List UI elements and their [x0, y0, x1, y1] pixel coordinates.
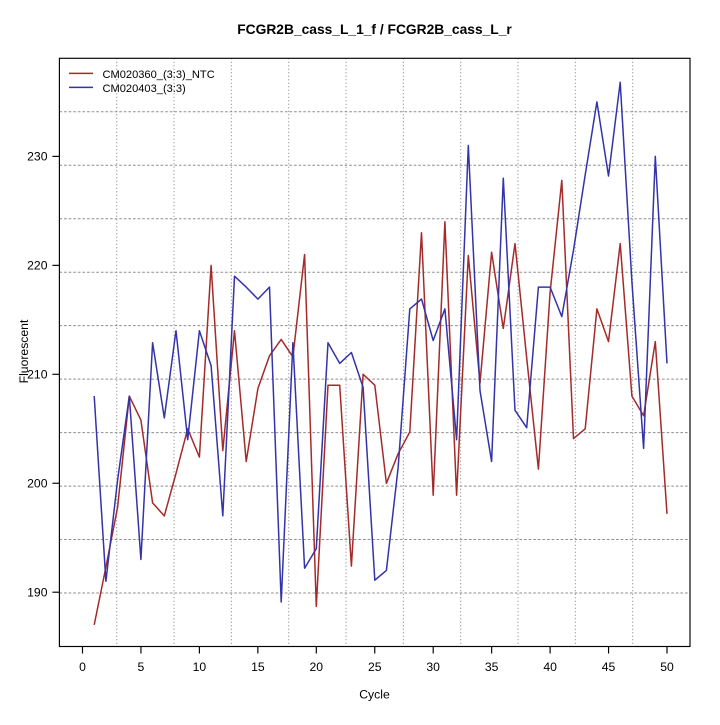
svg-text:10: 10 — [193, 660, 207, 674]
svg-text:15: 15 — [251, 660, 265, 674]
svg-text:20: 20 — [310, 660, 324, 674]
svg-text:0: 0 — [79, 660, 86, 674]
svg-text:200: 200 — [27, 477, 48, 491]
svg-text:40: 40 — [543, 660, 557, 674]
svg-text:25: 25 — [368, 660, 382, 674]
svg-text:210: 210 — [27, 368, 48, 382]
svg-text:230: 230 — [27, 150, 48, 164]
svg-text:CM020403_(3:3): CM020403_(3:3) — [103, 83, 186, 95]
svg-text:Cycle: Cycle — [359, 687, 390, 701]
svg-text:50: 50 — [660, 660, 674, 674]
svg-text:FCGR2B_cass_L_1_f / FCGR2B_cas: FCGR2B_cass_L_1_f / FCGR2B_cass_L_r — [237, 22, 512, 37]
svg-text:Fluorescent: Fluorescent — [17, 319, 31, 383]
svg-text:220: 220 — [27, 259, 48, 273]
svg-text:CM020360_(3:3)_NTC: CM020360_(3:3)_NTC — [103, 69, 215, 81]
svg-text:5: 5 — [138, 660, 145, 674]
svg-text:45: 45 — [602, 660, 616, 674]
svg-text:30: 30 — [426, 660, 440, 674]
svg-text:35: 35 — [485, 660, 499, 674]
svg-text:190: 190 — [27, 586, 48, 600]
